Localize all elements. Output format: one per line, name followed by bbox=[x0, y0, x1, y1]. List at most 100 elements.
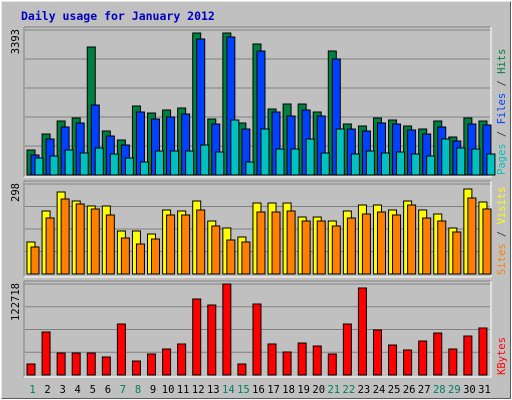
x-tick-label-day-8: 8 bbox=[135, 384, 141, 396]
bar-sites-day-31 bbox=[482, 208, 492, 275]
bar-sites-day-2 bbox=[45, 217, 55, 275]
bar-pages-day-30 bbox=[471, 148, 481, 176]
x-tick-label-day-7: 7 bbox=[120, 384, 126, 396]
bar-sites-day-3 bbox=[60, 198, 70, 275]
legend-entry: Sites bbox=[496, 243, 508, 275]
x-tick-label-day-18: 18 bbox=[282, 384, 295, 396]
x-tick-label-day-12: 12 bbox=[192, 384, 205, 396]
bar-sites-day-30 bbox=[467, 197, 477, 275]
bar-pages-day-29 bbox=[456, 147, 466, 176]
bar-kbytes-day-9 bbox=[147, 353, 157, 376]
legend-entry: Files bbox=[496, 93, 508, 125]
legend-pages-files-hits: Pages / Files / Hits bbox=[496, 49, 508, 175]
x-tick-label-day-1: 1 bbox=[29, 384, 35, 396]
bar-kbytes-day-5 bbox=[86, 352, 96, 376]
bar-kbytes-day-4 bbox=[71, 352, 81, 376]
bar-kbytes-day-1 bbox=[26, 363, 36, 376]
y-max-label-kbytes: 122718 bbox=[10, 283, 22, 321]
bar-pages-day-17 bbox=[275, 148, 285, 176]
bar-pages-day-16 bbox=[260, 128, 270, 176]
bar-sites-day-1 bbox=[30, 246, 40, 275]
x-tick-label-day-13: 13 bbox=[207, 384, 220, 396]
x-tick-label-day-25: 25 bbox=[388, 384, 401, 396]
bar-pages-day-3 bbox=[64, 149, 74, 176]
bar-sites-day-18 bbox=[286, 210, 296, 275]
bar-pages-day-21 bbox=[335, 128, 345, 176]
bar-kbytes-day-19 bbox=[297, 342, 307, 376]
bar-kbytes-day-22 bbox=[342, 323, 352, 376]
bar-kbytes-day-16 bbox=[252, 303, 262, 376]
x-tick-label-day-17: 17 bbox=[267, 384, 280, 396]
bar-sites-day-27 bbox=[422, 217, 432, 275]
bar-kbytes-day-10 bbox=[162, 348, 172, 376]
x-tick-label-day-15: 15 bbox=[237, 384, 250, 396]
bar-kbytes-day-13 bbox=[207, 304, 217, 376]
x-tick-label-day-28: 28 bbox=[433, 384, 446, 396]
bar-sites-day-23 bbox=[361, 213, 371, 275]
bar-pages-day-24 bbox=[380, 152, 390, 176]
bar-sites-day-21 bbox=[331, 225, 341, 275]
bar-pages-day-10 bbox=[170, 150, 180, 176]
x-tick-label-day-9: 9 bbox=[150, 384, 156, 396]
bar-pages-day-19 bbox=[305, 138, 315, 176]
bar-pages-day-18 bbox=[290, 148, 300, 176]
bar-kbytes-day-18 bbox=[282, 351, 292, 376]
bar-pages-day-9 bbox=[155, 150, 165, 176]
bar-sites-day-26 bbox=[407, 204, 417, 275]
bar-sites-day-29 bbox=[452, 231, 462, 275]
bar-sites-day-6 bbox=[105, 214, 115, 275]
bar-kbytes-day-25 bbox=[388, 344, 398, 376]
bar-kbytes-day-2 bbox=[41, 331, 51, 376]
bar-kbytes-day-27 bbox=[418, 340, 428, 376]
bar-pages-day-15 bbox=[245, 161, 255, 176]
legend-sites-visits: Sites / Visits bbox=[496, 186, 508, 275]
legend-entry: KBytes bbox=[496, 337, 508, 375]
x-tick-label-day-16: 16 bbox=[252, 384, 265, 396]
legend-entry: Hits bbox=[496, 49, 508, 74]
legend-entry: / bbox=[496, 224, 508, 243]
x-tick-label-day-31: 31 bbox=[478, 384, 491, 396]
bar-pages-day-25 bbox=[396, 151, 406, 176]
bar-pages-day-5 bbox=[94, 147, 104, 176]
bar-kbytes-day-7 bbox=[116, 323, 126, 376]
x-tick-label-day-23: 23 bbox=[358, 384, 371, 396]
legend-entry: Visits bbox=[496, 186, 508, 224]
x-tick-label-day-11: 11 bbox=[177, 384, 190, 396]
x-tick-label-day-5: 5 bbox=[90, 384, 96, 396]
bar-kbytes-day-17 bbox=[267, 343, 277, 376]
bar-kbytes-day-29 bbox=[448, 348, 458, 376]
x-tick-label-day-27: 27 bbox=[418, 384, 431, 396]
x-tick-label-day-22: 22 bbox=[343, 384, 356, 396]
bar-pages-day-22 bbox=[350, 153, 360, 176]
y-max-label-sites-visits: 298 bbox=[10, 183, 22, 202]
bar-pages-day-31 bbox=[486, 153, 496, 176]
bar-kbytes-day-15 bbox=[237, 363, 247, 376]
bar-pages-day-12 bbox=[200, 144, 210, 176]
bar-kbytes-day-20 bbox=[312, 345, 322, 376]
bar-sites-day-9 bbox=[151, 238, 161, 275]
bar-sites-day-4 bbox=[75, 203, 85, 275]
bar-pages-day-13 bbox=[215, 151, 225, 176]
bar-pages-day-27 bbox=[426, 155, 436, 176]
bar-pages-day-7 bbox=[124, 157, 134, 176]
bar-sites-day-20 bbox=[316, 220, 326, 275]
bar-kbytes-day-3 bbox=[56, 352, 66, 376]
x-tick-label-day-26: 26 bbox=[403, 384, 416, 396]
bar-sites-day-17 bbox=[271, 211, 281, 275]
x-tick-label-day-14: 14 bbox=[222, 384, 235, 396]
x-tick-label-day-6: 6 bbox=[105, 384, 111, 396]
bar-kbytes-day-6 bbox=[101, 356, 111, 376]
bar-pages-day-11 bbox=[185, 150, 195, 176]
x-tick-label-day-2: 2 bbox=[44, 384, 50, 396]
x-tick-label-day-3: 3 bbox=[59, 384, 65, 396]
bar-sites-day-7 bbox=[120, 237, 130, 275]
bar-sites-day-13 bbox=[211, 225, 221, 275]
legend-entry: / bbox=[496, 74, 508, 93]
bar-pages-day-23 bbox=[365, 150, 375, 176]
bar-sites-day-16 bbox=[256, 211, 266, 275]
bar-pages-day-28 bbox=[441, 138, 451, 176]
x-tick-label-day-29: 29 bbox=[448, 384, 461, 396]
bar-pages-day-8 bbox=[139, 161, 149, 176]
